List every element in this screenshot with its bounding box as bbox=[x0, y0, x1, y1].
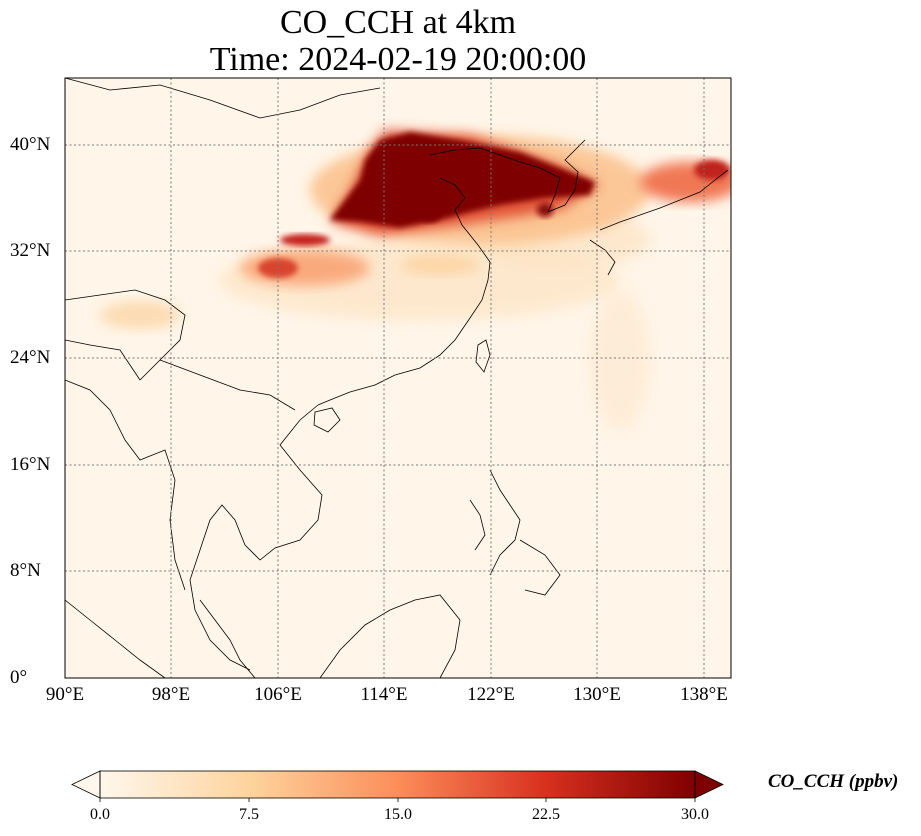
x-tick-114e: 114°E bbox=[360, 684, 408, 705]
map-title: CO_CCH at 4km bbox=[279, 4, 517, 41]
map-time-subtitle: Time: 2024-02-19 20:00:00 bbox=[209, 41, 587, 78]
colorbar-label: CO_CCH (ppbv) bbox=[768, 771, 899, 792]
y-tick-0: 0° bbox=[10, 667, 28, 688]
coastlines bbox=[65, 78, 729, 678]
colorbar-tick-22-5: 22.5 bbox=[532, 806, 560, 823]
x-tick-138e: 138°E bbox=[680, 684, 728, 705]
colorbar bbox=[71, 770, 724, 802]
x-tick-90e: 90°E bbox=[45, 684, 85, 705]
x-tick-106e: 106°E bbox=[254, 684, 302, 705]
colorbar-tick-30: 30.0 bbox=[681, 806, 709, 823]
y-tick-40n: 40°N bbox=[10, 134, 51, 155]
colorbar-tick-7-5: 7.5 bbox=[239, 806, 259, 823]
x-tick-122e: 122°E bbox=[467, 684, 515, 705]
x-tick-98e: 98°E bbox=[151, 684, 191, 705]
y-tick-8n: 8°N bbox=[10, 560, 41, 581]
y-tick-24n: 24°N bbox=[10, 347, 51, 368]
colorbar-tick-15: 15.0 bbox=[384, 806, 412, 823]
gridlines bbox=[65, 78, 731, 678]
co-concentration-field bbox=[100, 130, 731, 430]
map-frame bbox=[64, 77, 732, 679]
x-tick-130e: 130°E bbox=[573, 684, 621, 705]
y-tick-16n: 16°N bbox=[10, 454, 51, 475]
y-tick-32n: 32°N bbox=[10, 240, 51, 261]
colorbar-tick-0: 0.0 bbox=[90, 806, 110, 823]
